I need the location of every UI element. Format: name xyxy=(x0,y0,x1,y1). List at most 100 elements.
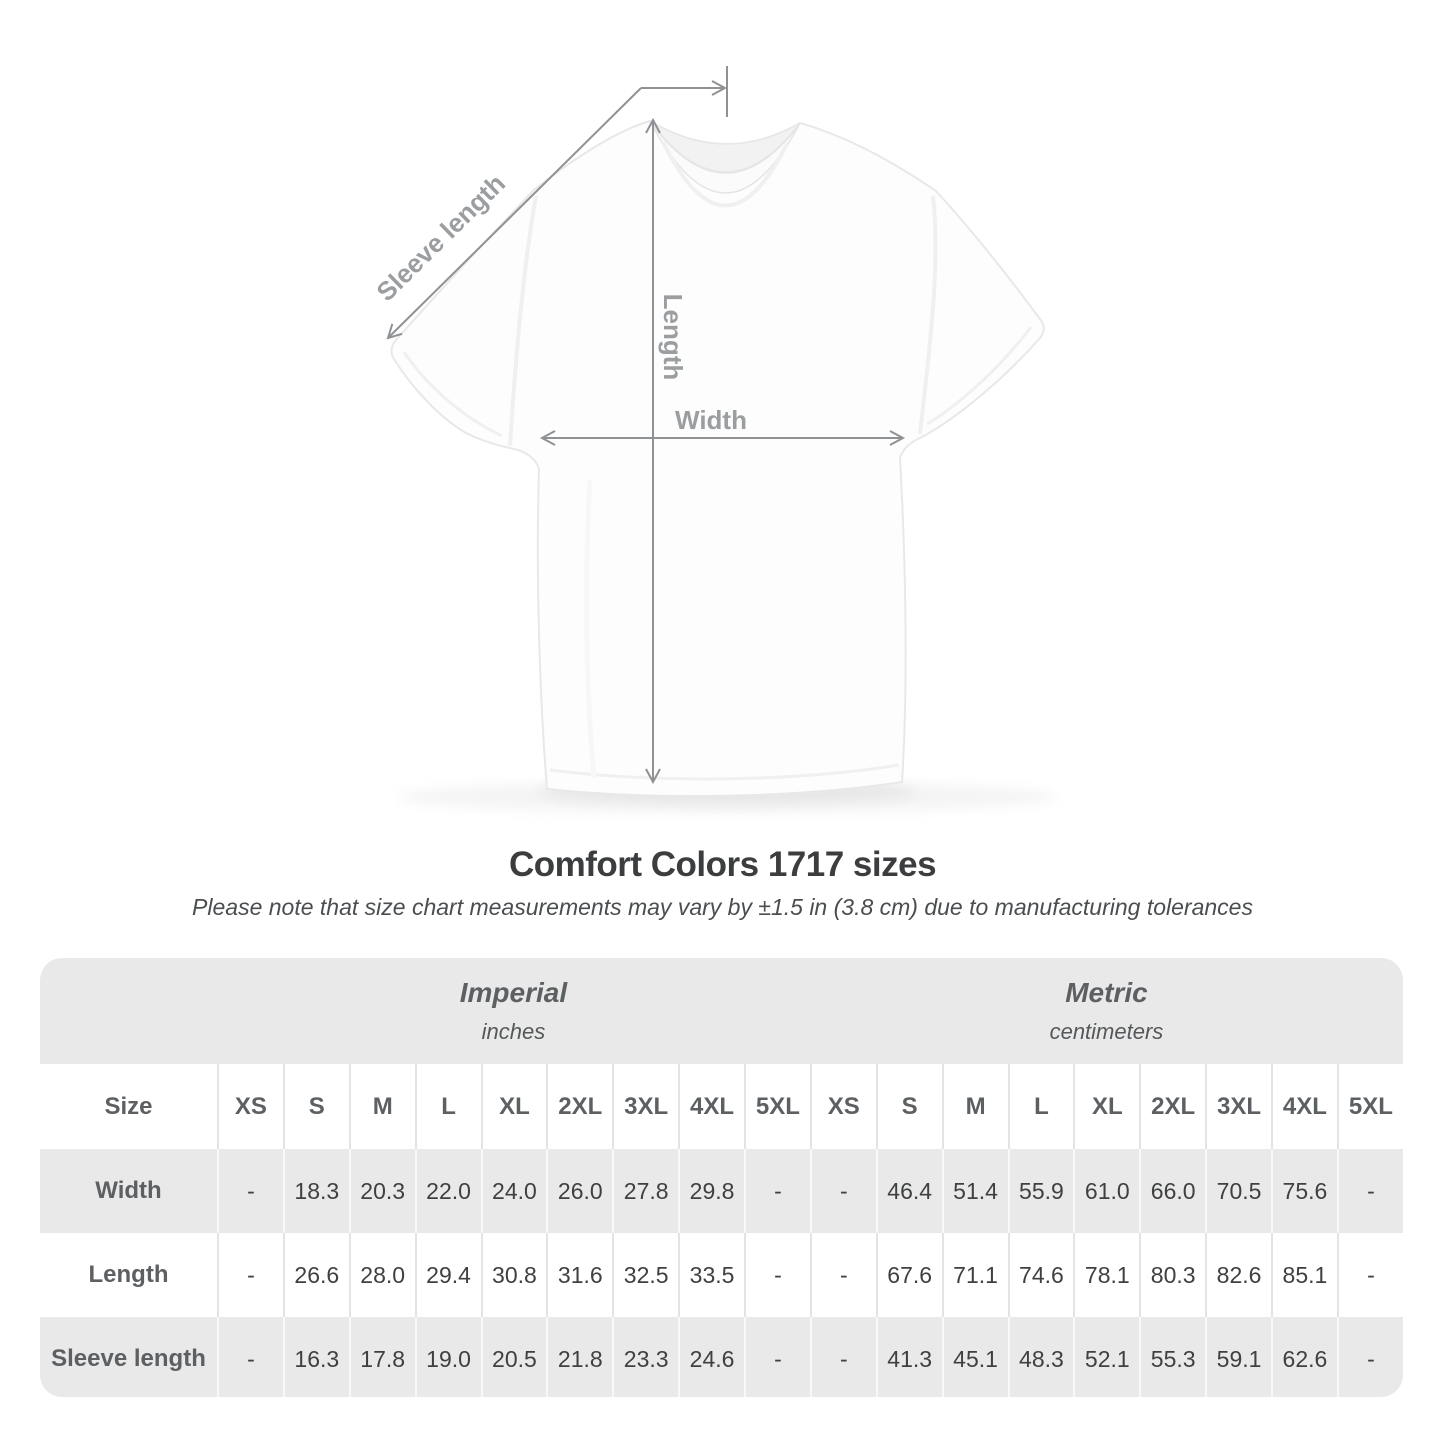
page-title: Comfort Colors 1717 sizes xyxy=(508,845,937,884)
metric-group-header: Metric centimeters xyxy=(809,958,1403,1064)
measurement-value: 16.3 xyxy=(282,1317,349,1397)
measurement-value: 18.3 xyxy=(282,1149,349,1233)
measurement-value: 33.5 xyxy=(678,1233,744,1317)
measurement-value: 59.1 xyxy=(1205,1317,1271,1397)
left-sleeve-hem-stitch xyxy=(402,351,503,438)
measurement-value: 24.6 xyxy=(678,1317,744,1397)
measurement-value: 61.0 xyxy=(1073,1149,1139,1233)
size-table: Imperial inches Metric centimeters Size X… xyxy=(40,958,1403,1397)
measurement-value: - xyxy=(744,1317,810,1397)
measurement-value: 26.6 xyxy=(282,1233,349,1317)
measurement-row: Sleeve length -16.3 17.8 19.0 20.5 21.8 23.3 24… xyxy=(40,1317,1403,1397)
measurement-value: 29.4 xyxy=(414,1233,481,1317)
tshirt-graphic xyxy=(390,120,1045,798)
measurement-value: 21.8 xyxy=(546,1317,612,1397)
tshirt-diagram: Sleeve length Length Width xyxy=(370,66,1057,813)
measurement-value: 51.4 xyxy=(941,1149,1008,1233)
measurement-value: 20.5 xyxy=(480,1317,547,1397)
measurement-value: - xyxy=(744,1149,810,1233)
metric-unit-label: centimeters xyxy=(1049,1019,1164,1044)
measurement-value: - xyxy=(217,1317,283,1397)
measurement-value: 75.6 xyxy=(1271,1149,1337,1233)
size-col-header: 4XL xyxy=(1271,1064,1337,1149)
size-col-header: 2XL xyxy=(1139,1064,1206,1149)
table-corner-cell xyxy=(40,958,217,1064)
length-label: Length xyxy=(658,294,688,381)
size-col-header: S xyxy=(875,1064,942,1149)
size-col-header: XL xyxy=(1073,1064,1140,1149)
measurement-value: 24.0 xyxy=(480,1149,547,1233)
size-col-header: 3XL xyxy=(612,1064,679,1149)
measurement-value: 70.5 xyxy=(1205,1149,1271,1233)
tshirt-body xyxy=(390,120,1045,798)
sleeve-length-arrow xyxy=(386,66,728,340)
measurement-value: 71.1 xyxy=(941,1233,1008,1317)
measurement-value: 62.6 xyxy=(1271,1317,1337,1397)
measurement-rows: Width -18.3 20.3 22.0 24.0 26.0 27.8 29.8- -46.4… xyxy=(40,1149,1403,1397)
measurement-value: 32.5 xyxy=(612,1233,678,1317)
measurement-row: Length -26.6 28.0 29.4 30.8 31.6 32.5 33.5- -67.… xyxy=(40,1233,1403,1317)
measurement-value: 55.9 xyxy=(1007,1149,1074,1233)
measurement-value: 22.0 xyxy=(414,1149,481,1233)
measurement-value: - xyxy=(1336,1317,1403,1397)
size-col-header: 2XL xyxy=(546,1064,613,1149)
measurement-value: - xyxy=(809,1317,876,1397)
measurement-value: 52.1 xyxy=(1073,1317,1139,1397)
width-label: Width xyxy=(675,405,747,435)
measurement-value: - xyxy=(809,1149,876,1233)
measurement-value: - xyxy=(1336,1149,1403,1233)
measurement-value: - xyxy=(744,1233,810,1317)
measurement-value: - xyxy=(217,1233,283,1317)
size-col-header: L xyxy=(1007,1064,1074,1149)
row-label: Sleeve length xyxy=(51,1345,206,1372)
size-col-header: S xyxy=(282,1064,349,1149)
measurement-row: Width -18.3 20.3 22.0 24.0 26.0 27.8 29.8- -46.4… xyxy=(40,1149,1403,1233)
row-label: Width xyxy=(95,1177,162,1204)
measurement-value: 80.3 xyxy=(1139,1233,1205,1317)
left-armhole-seam xyxy=(508,195,538,447)
measurement-value: 67.6 xyxy=(875,1233,942,1317)
measurement-value: 85.1 xyxy=(1271,1233,1337,1317)
size-col-header: 5XL xyxy=(1336,1064,1403,1149)
size-col-header: 3XL xyxy=(1205,1064,1271,1149)
measurement-value: 27.8 xyxy=(612,1149,678,1233)
measurement-value: 29.8 xyxy=(678,1149,744,1233)
measurement-value: - xyxy=(1336,1233,1403,1317)
size-col-header: XS xyxy=(217,1064,283,1149)
row-label: Length xyxy=(88,1261,169,1288)
measurement-value: 30.8 xyxy=(480,1233,547,1317)
imperial-group-header: Imperial inches xyxy=(217,958,810,1064)
imperial-unit-label: inches xyxy=(481,1019,546,1044)
metric-label: Metric xyxy=(1065,977,1148,1008)
measurement-value: 82.6 xyxy=(1205,1233,1271,1317)
unit-group-row: Imperial inches Metric centimeters xyxy=(40,958,1403,1064)
measurement-value: 46.4 xyxy=(875,1149,942,1233)
measurement-value: 45.1 xyxy=(941,1317,1008,1397)
measurement-value: - xyxy=(217,1149,283,1233)
imperial-label: Imperial xyxy=(459,977,568,1008)
measurement-value: 78.1 xyxy=(1073,1233,1139,1317)
size-col-header: 5XL xyxy=(744,1064,810,1149)
right-sleeve-hem-stitch xyxy=(926,326,1033,426)
collar-inside xyxy=(649,120,801,173)
size-col-header: M xyxy=(941,1064,1008,1149)
measurement-value: 26.0 xyxy=(546,1149,612,1233)
size-col-header: M xyxy=(348,1064,415,1149)
measurement-value: 66.0 xyxy=(1139,1149,1205,1233)
width-arrow xyxy=(539,430,906,446)
measurement-value: - xyxy=(809,1233,876,1317)
size-col-header: XL xyxy=(480,1064,547,1149)
measurement-value: 28.0 xyxy=(348,1233,415,1317)
size-col-header: 4XL xyxy=(678,1064,744,1149)
size-col-header: L xyxy=(414,1064,481,1149)
tolerance-note: Please note that size chart measurements… xyxy=(192,894,1253,920)
measurement-value: 48.3 xyxy=(1007,1317,1074,1397)
measurement-value: 20.3 xyxy=(348,1149,415,1233)
measurement-value: 55.3 xyxy=(1139,1317,1205,1397)
measurement-value: 23.3 xyxy=(612,1317,678,1397)
size-col-header: XS xyxy=(809,1064,876,1149)
measurement-value: 31.6 xyxy=(546,1233,612,1317)
right-armhole-seam xyxy=(918,195,938,435)
measurement-value: 41.3 xyxy=(875,1317,942,1397)
